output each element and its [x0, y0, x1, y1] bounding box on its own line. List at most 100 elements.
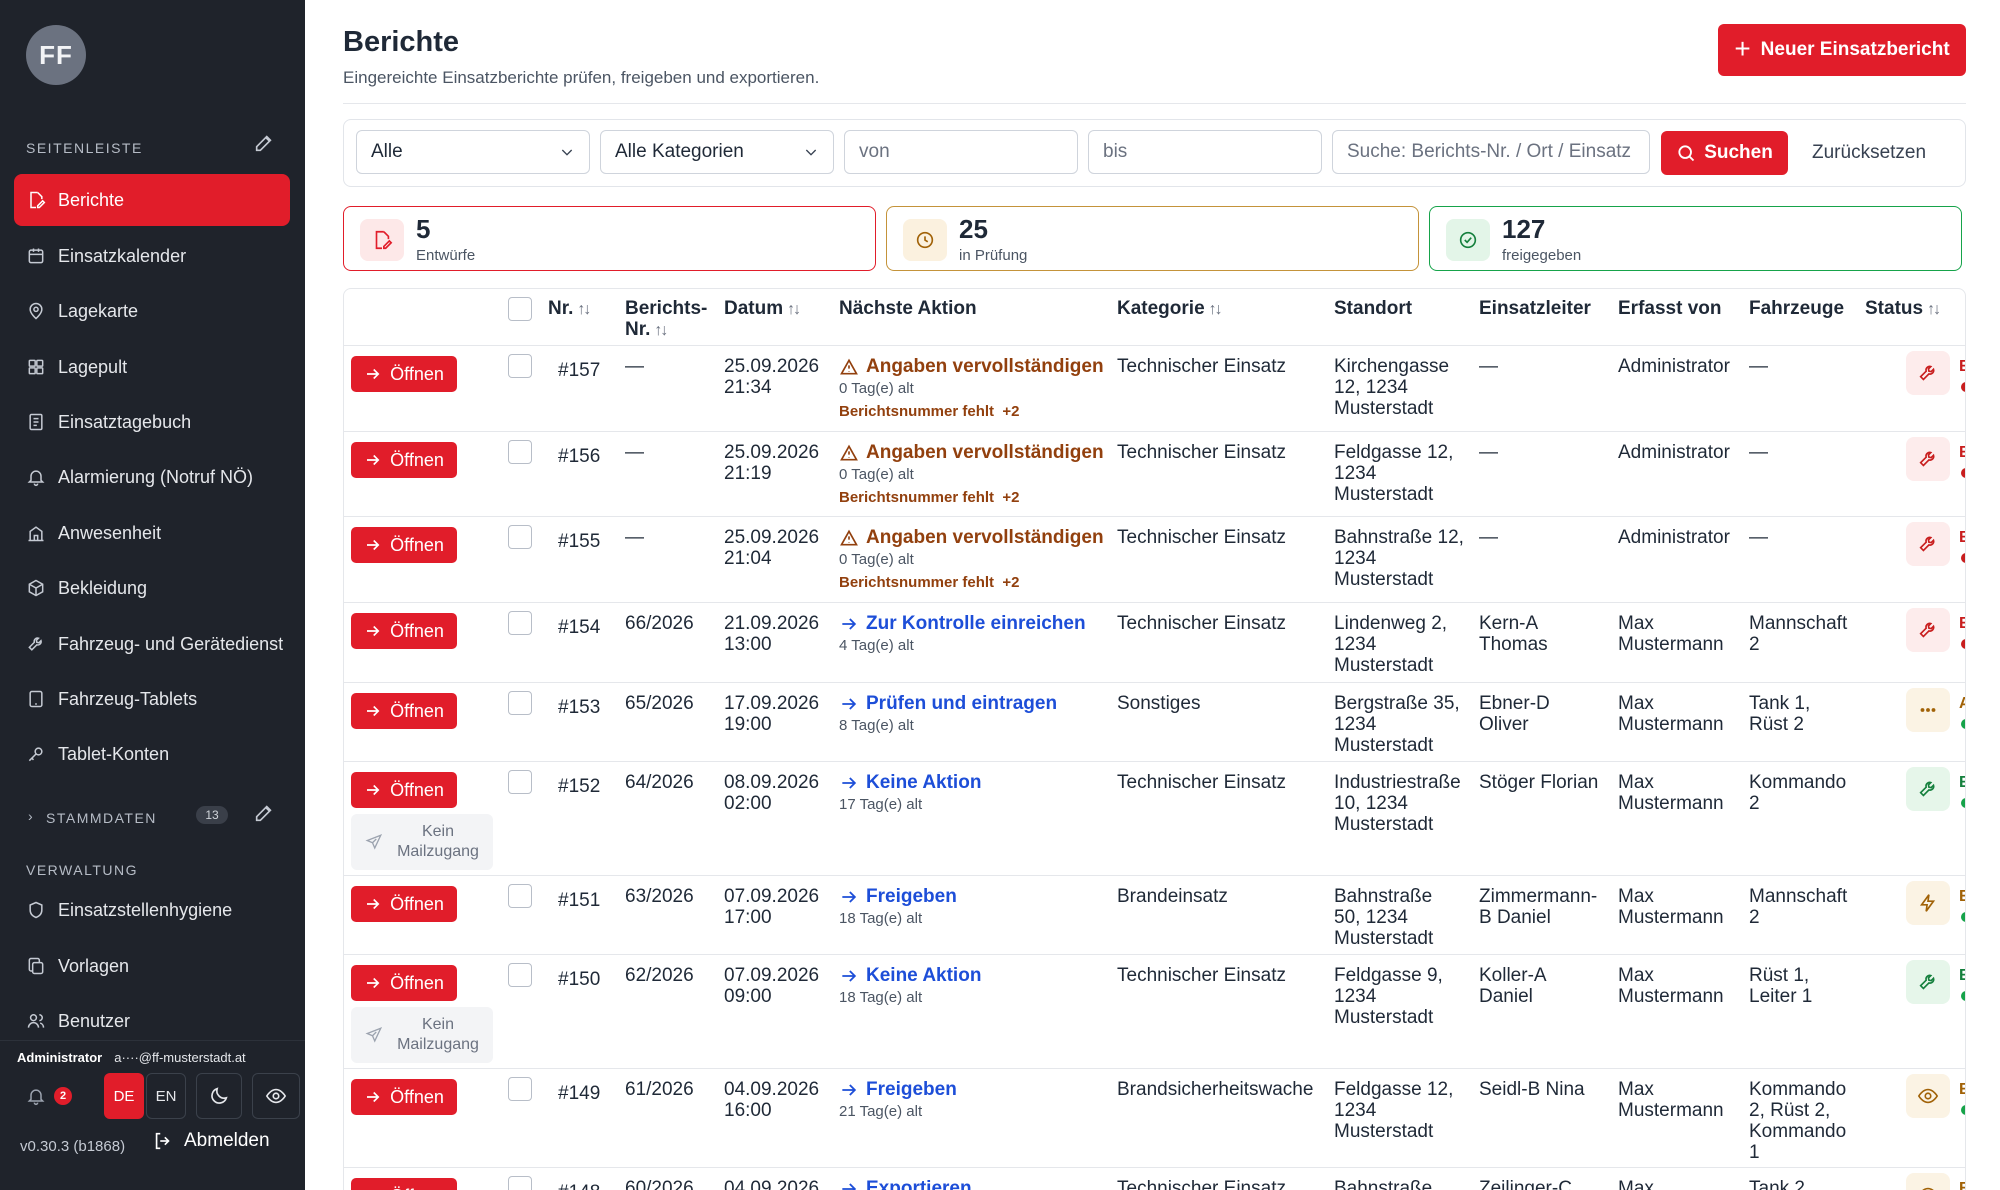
sort-icon: ↑↓	[654, 322, 668, 339]
header-kategorie[interactable]: Kategorie ↑↓	[1117, 298, 1223, 319]
chevron-right-icon[interactable]: ›	[28, 808, 33, 824]
main-content: Berichte Eingereichte Einsatzberichte pr…	[305, 0, 2000, 1190]
sidebar-item-9[interactable]: Fahrzeug-Tablets	[14, 673, 290, 725]
status-more-icon[interactable]	[1906, 688, 1950, 732]
next-action-link[interactable]: Keine Aktion	[839, 772, 981, 793]
chevron-down-icon	[561, 149, 573, 156]
status-bolt-icon[interactable]	[1906, 881, 1950, 925]
row-checkbox[interactable]	[508, 770, 532, 794]
sidebar-item-6[interactable]: Anwesenheit	[14, 507, 290, 559]
status-select[interactable]: Alle	[356, 130, 590, 174]
row-checkbox[interactable]	[508, 525, 532, 549]
erfasst-cell: Administrator	[1618, 356, 1730, 377]
open-button[interactable]: Öffnen	[351, 772, 457, 808]
next-action-link[interactable]: Freigeben	[839, 1079, 957, 1100]
sidebar-item-7[interactable]: Bekleidung	[14, 562, 290, 614]
no-mail-access-button[interactable]: Kein Mailzugang	[351, 1007, 493, 1063]
sidebar-item-0[interactable]: Berichte	[14, 174, 290, 226]
status-eye-icon[interactable]	[1906, 1074, 1950, 1118]
sidebar-item-10[interactable]: Tablet-Konten	[14, 728, 290, 780]
notifications-button[interactable]: 2	[17, 1073, 81, 1119]
next-action-link[interactable]: Angaben vervollständigen	[839, 442, 1104, 463]
row-checkbox[interactable]	[508, 963, 532, 987]
date-to-input[interactable]: bis	[1088, 130, 1322, 174]
sidebar-item-8[interactable]: Fahrzeug- und Gerätedienst	[14, 618, 290, 670]
status-wrench-icon[interactable]	[1906, 608, 1950, 652]
sidebar-item-1[interactable]: Einsatzkalender	[14, 230, 290, 282]
warning-icon	[840, 529, 858, 545]
new-report-button[interactable]: + Neuer Einsatzbericht	[1718, 24, 1966, 76]
reset-button[interactable]: Zurücksetzen	[1812, 142, 1927, 163]
row-checkbox[interactable]	[508, 1077, 532, 1101]
date-from-input[interactable]: von	[844, 130, 1078, 174]
next-action-link[interactable]: Angaben vervollständigen	[839, 356, 1104, 377]
sidebar-item-3[interactable]: Lagepult	[14, 341, 290, 393]
section-label-stammdaten[interactable]: STAMMDATEN	[46, 810, 157, 826]
status-eye-icon[interactable]	[1906, 1173, 1950, 1190]
stat-card-approved[interactable]: 127 freigegeben	[1429, 206, 1962, 271]
search-input[interactable]: Suche: Berichts-Nr. / Ort / Einsatz	[1332, 130, 1650, 174]
open-button[interactable]: Öffnen	[351, 965, 457, 1001]
stat-card-in-review[interactable]: 25 in Prüfung	[886, 206, 1419, 271]
row-checkbox[interactable]	[508, 691, 532, 715]
stat-card-drafts[interactable]: 5 Entwürfe	[343, 206, 876, 271]
header-einsatzleiter: Einsatzleiter	[1479, 298, 1591, 319]
fahrzeuge-cell: Tank 1, Rüst 2	[1749, 693, 1811, 735]
next-action-link[interactable]: Freigeben	[839, 886, 957, 907]
sidebar-item-5[interactable]: Alarmierung (Notruf NÖ)	[14, 451, 290, 503]
admin-item-2[interactable]: Benutzer	[14, 995, 290, 1047]
no-mail-access-button[interactable]: Kein Mailzugang	[351, 814, 493, 870]
open-button[interactable]: Öffnen	[351, 527, 457, 563]
open-button[interactable]: Öffnen	[351, 693, 457, 729]
row-checkbox[interactable]	[508, 884, 532, 908]
status-wrench-icon[interactable]	[1906, 522, 1950, 566]
standort-cell: Bahnstraße 50, 1234 Musterstadt	[1334, 886, 1434, 949]
lang-en-button[interactable]: EN	[146, 1073, 186, 1119]
row-checkbox[interactable]	[508, 440, 532, 464]
header-datum[interactable]: Datum ↑↓	[724, 298, 801, 319]
admin-item-1[interactable]: Vorlagen	[14, 940, 290, 992]
open-button-label: Öffnen	[390, 779, 444, 800]
header-berichts-nr[interactable]: Berichts- Nr. ↑↓	[625, 298, 708, 340]
row-checkbox[interactable]	[508, 354, 532, 378]
admin-item-0[interactable]: Einsatzstellenhygiene	[14, 884, 290, 936]
status-wrench-icon[interactable]	[1906, 960, 1950, 1004]
next-action-link[interactable]: Zur Kontrolle einreichen	[839, 613, 1086, 634]
header-status[interactable]: Status ↑↓	[1865, 298, 1941, 319]
status-wrench-icon[interactable]	[1906, 767, 1950, 811]
status-wrench-icon[interactable]	[1906, 351, 1950, 395]
search-button[interactable]: Suchen	[1661, 131, 1788, 175]
next-action-link[interactable]: Angaben vervollständigen	[839, 527, 1104, 548]
new-report-label: Neuer Einsatzbericht	[1760, 39, 1950, 60]
section-label-sidebar: SEITENLEISTE	[26, 140, 143, 156]
stat-label: Entwürfe	[416, 247, 476, 264]
table-row: Öffnen #157 — 25.09.2026 21:34 Angaben vervol…	[344, 345, 1965, 431]
category-select[interactable]: Alle Kategorien	[600, 130, 834, 174]
open-button[interactable]: Öffnen	[351, 1178, 457, 1190]
row-checkbox[interactable]	[508, 611, 532, 635]
row-checkbox[interactable]	[508, 1176, 532, 1190]
report-age: 0 Tag(e) alt	[839, 551, 914, 568]
next-action-link[interactable]: Keine Aktion	[839, 965, 981, 986]
sidebar-item-4[interactable]: Einsatztagebuch	[14, 396, 290, 448]
open-button[interactable]: Öffnen	[351, 442, 457, 478]
dark-mode-button[interactable]	[196, 1073, 242, 1119]
open-button[interactable]: Öffnen	[351, 613, 457, 649]
open-button[interactable]: Öffnen	[351, 1079, 457, 1115]
status-wrench-icon[interactable]	[1906, 437, 1950, 481]
avatar[interactable]: FF	[26, 25, 86, 85]
next-action-link[interactable]: Prüfen und eintragen	[839, 693, 1057, 714]
more-icon	[1920, 708, 1936, 712]
pencil-icon[interactable]	[253, 132, 275, 154]
lang-de-button[interactable]: DE	[104, 1073, 144, 1119]
open-button[interactable]: Öffnen	[351, 356, 457, 392]
standort-cell: Feldgasse 12, 1234 Musterstadt	[1334, 1079, 1454, 1142]
header-nr[interactable]: Nr. ↑↓	[548, 298, 591, 319]
logout-button[interactable]: Abmelden	[152, 1130, 270, 1152]
select-all-checkbox[interactable]	[508, 297, 532, 321]
visibility-button[interactable]	[252, 1073, 300, 1119]
next-action-link[interactable]: Exportieren	[839, 1178, 972, 1190]
open-button[interactable]: Öffnen	[351, 886, 457, 922]
sidebar-item-2[interactable]: Lagekarte	[14, 285, 290, 337]
pencil-icon[interactable]	[253, 802, 275, 824]
